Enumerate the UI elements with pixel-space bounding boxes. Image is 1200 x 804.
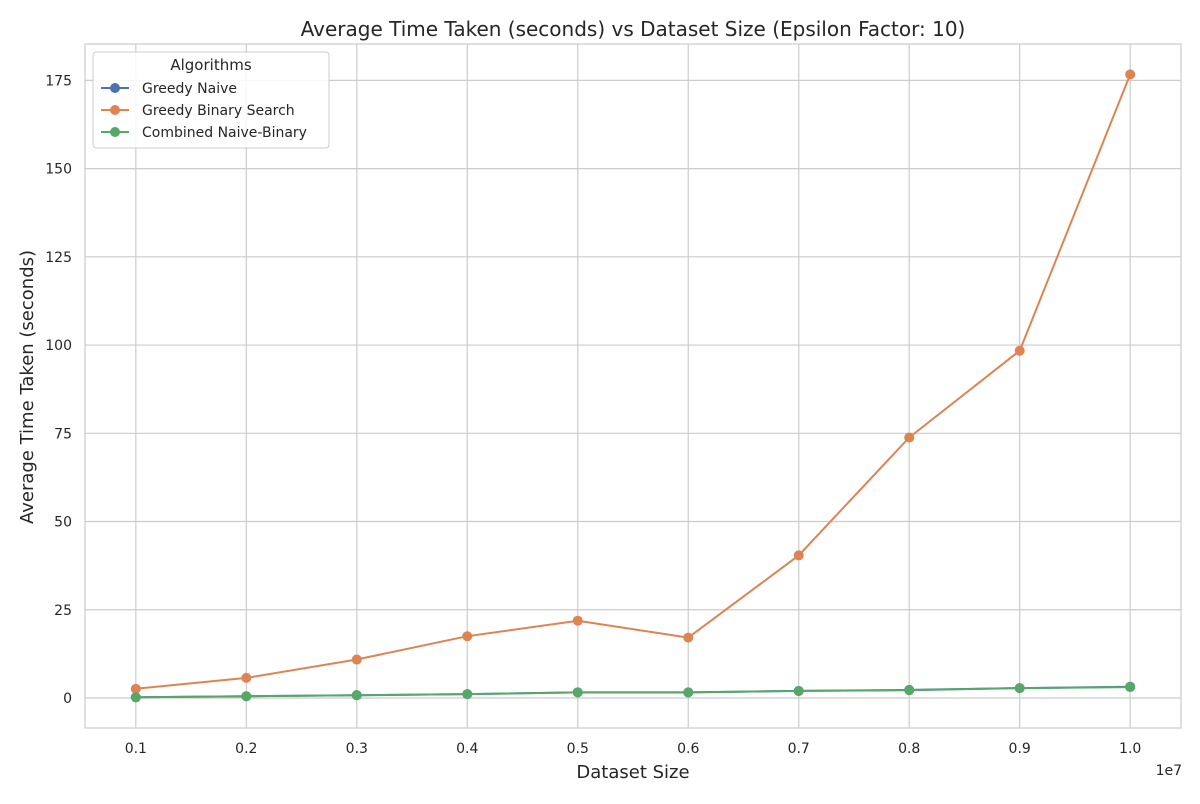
grid [85, 44, 1181, 728]
legend-label: Greedy Naive [142, 81, 237, 97]
x-axis-label: Dataset Size [576, 762, 689, 783]
data-point [241, 672, 252, 683]
data-point [1014, 345, 1025, 356]
legend-item: Greedy Naive [101, 81, 237, 97]
data-point [572, 687, 583, 698]
data-point [130, 692, 141, 703]
data-point [793, 685, 804, 696]
x-axis-ticks: 0.1 0.2 0.3 0.4 0.5 0.6 0.7 0.8 0.9 1.0 [125, 741, 1142, 757]
x-tick-label: 0.4 [456, 741, 478, 757]
legend-label: Combined Naive-Binary [142, 125, 307, 141]
legend-box [92, 51, 330, 149]
series-greedy-binary-search [130, 69, 1136, 694]
legend-title: Algorithms [170, 56, 251, 74]
y-tick-label: 150 [45, 162, 72, 178]
data-point [1125, 682, 1136, 693]
legend-items: Greedy Naive Greedy Binary Search Combined… [101, 81, 307, 141]
data-point [1125, 69, 1136, 80]
x-tick-label: 0.1 [125, 741, 147, 757]
data-point [793, 550, 804, 561]
y-axis-label: Average Time Taken (seconds) [17, 250, 38, 524]
chart-title: Average Time Taken (seconds) vs Dataset … [301, 17, 966, 41]
data-point [130, 683, 141, 694]
x-tick-label: 0.8 [898, 741, 920, 757]
series-line [135, 74, 1132, 690]
y-tick-label: 25 [54, 603, 72, 619]
x-tick-label: 0.9 [1009, 741, 1031, 757]
data-point [462, 689, 473, 700]
data-point [241, 691, 252, 702]
x-axis-offset-label: 1e7 [1156, 763, 1182, 779]
legend: Algorithms Greedy Naive Greedy Binary Sea… [92, 51, 330, 149]
series-line [135, 686, 1131, 699]
y-axis-ticks: 0 25 50 75 100 125 150 175 [45, 73, 72, 707]
x-tick-label: 0.2 [235, 741, 257, 757]
data-point [572, 615, 583, 626]
x-tick-label: 0.5 [567, 741, 589, 757]
x-tick-label: 1.0 [1119, 741, 1141, 757]
data-point [683, 632, 694, 643]
series-combined-naive-binary [130, 682, 1136, 703]
data-point [683, 687, 694, 698]
y-tick-label: 75 [54, 426, 72, 442]
x-tick-label: 0.6 [677, 741, 699, 757]
legend-label: Greedy Binary Search [142, 103, 295, 119]
data-point [904, 432, 915, 443]
y-tick-label: 125 [45, 250, 72, 266]
data-point [351, 654, 362, 665]
legend-item: Greedy Binary Search [101, 103, 295, 119]
data-point [904, 685, 915, 696]
legend-item: Combined Naive-Binary [101, 125, 307, 141]
legend-marker [110, 105, 120, 115]
x-tick-label: 0.7 [788, 741, 810, 757]
y-tick-label: 175 [45, 73, 72, 89]
y-tick-label: 100 [45, 338, 72, 354]
data-point [462, 631, 473, 642]
data-point [351, 690, 362, 701]
x-tick-label: 0.3 [346, 741, 368, 757]
y-tick-label: 50 [54, 515, 72, 531]
data-point [1014, 683, 1025, 694]
legend-marker [110, 127, 120, 137]
legend-marker [110, 83, 120, 93]
series-layer [130, 69, 1136, 703]
plot-frame [84, 43, 1182, 729]
y-tick-label: 0 [63, 691, 72, 707]
